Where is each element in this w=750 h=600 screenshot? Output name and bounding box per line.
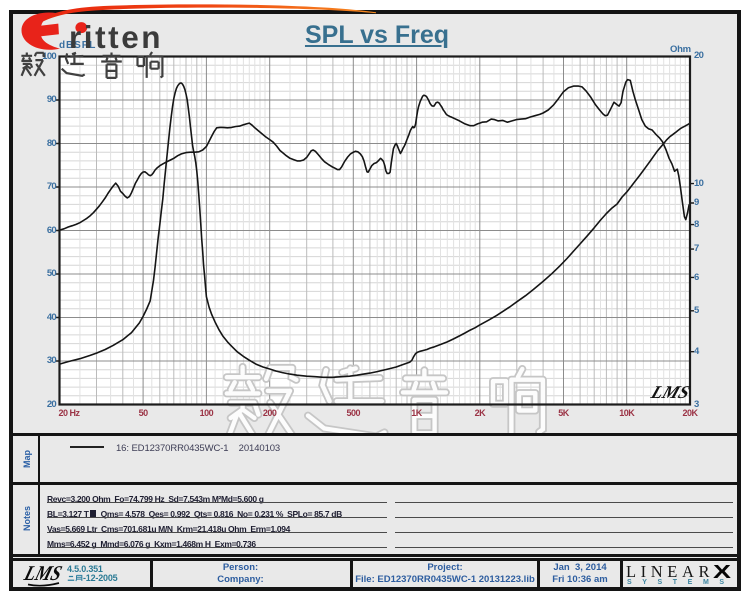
svg-text:LMS: LMS [21, 561, 65, 584]
svg-text:LMS: LMS [647, 383, 692, 403]
